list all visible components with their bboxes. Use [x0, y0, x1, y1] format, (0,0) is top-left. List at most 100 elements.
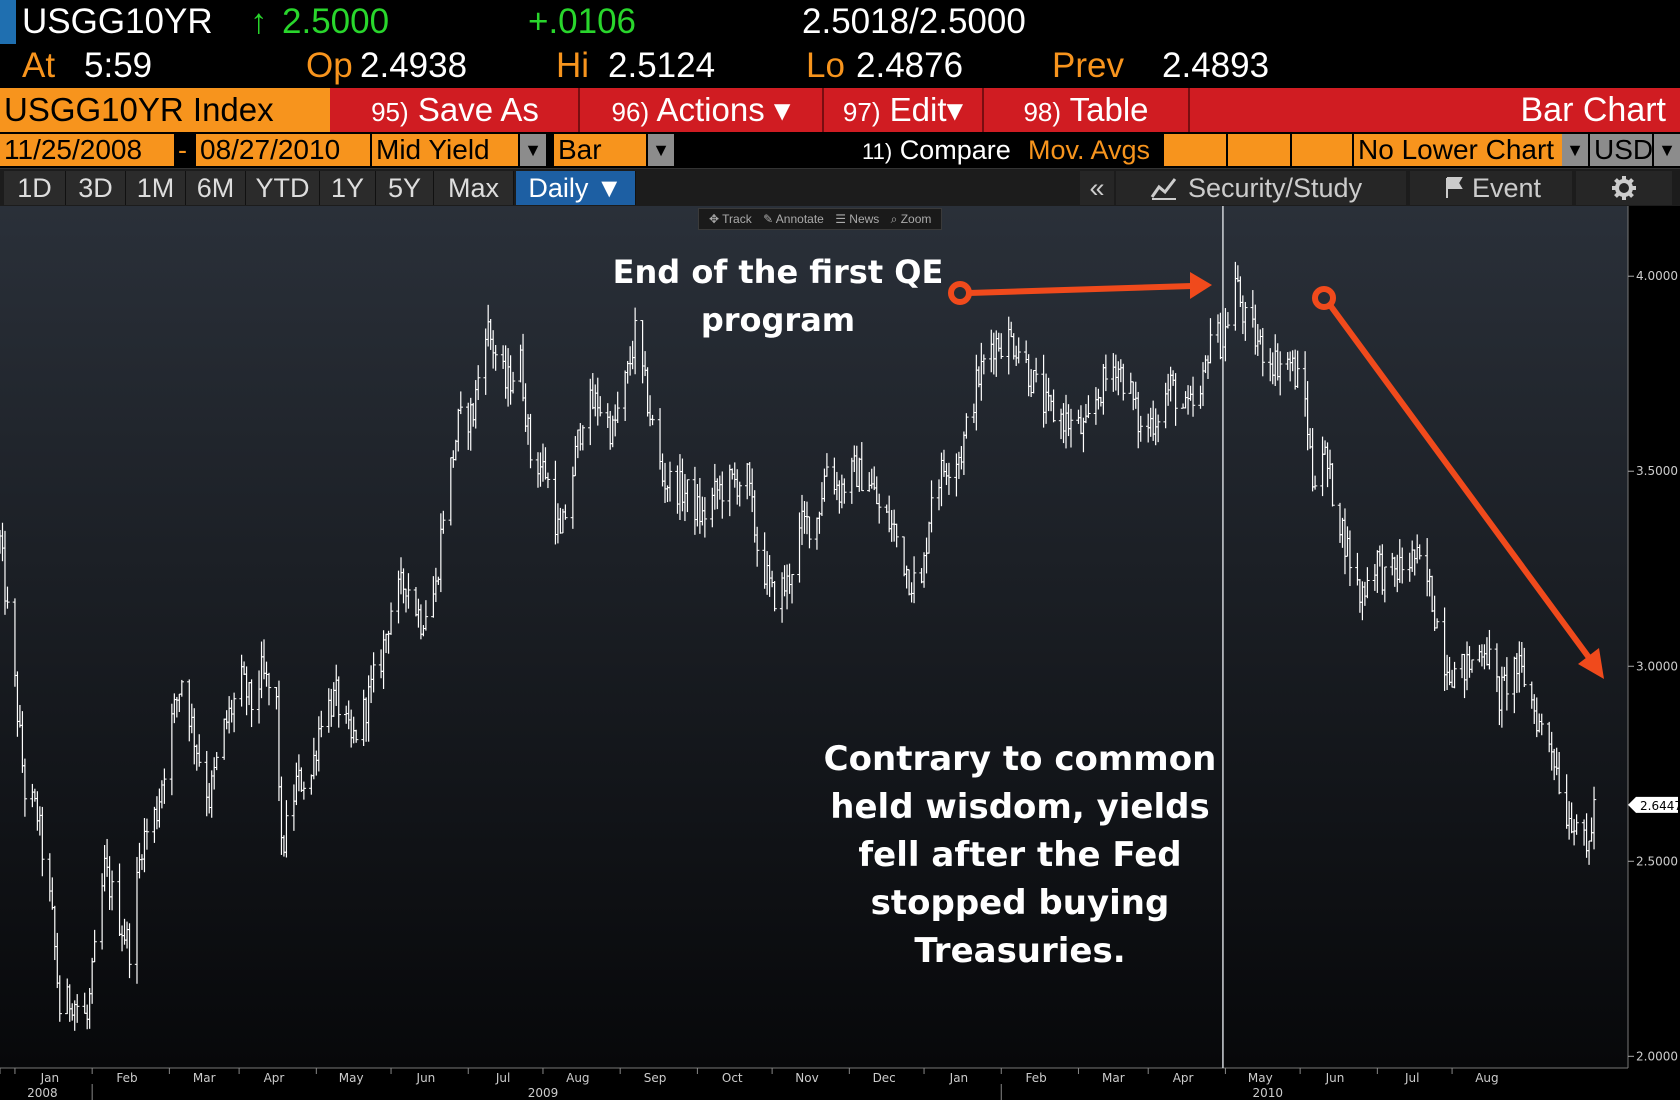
range-1m[interactable]: 1M	[126, 171, 186, 205]
range-1y[interactable]: 1Y	[320, 171, 376, 205]
start-date-field[interactable]: 11/25/2008	[0, 134, 174, 166]
range-6m[interactable]: 6M	[186, 171, 246, 205]
track-tool[interactable]: ✥ Track	[709, 212, 752, 226]
price-bar	[109, 870, 115, 911]
currency-dropdown-icon[interactable]: ▼	[1654, 134, 1680, 166]
x-tick-label: Aug	[566, 1071, 589, 1085]
field-select[interactable]: Mid Yield	[372, 134, 518, 166]
chart-study-icon	[1150, 178, 1177, 200]
prev-value: 2.4893	[1162, 46, 1270, 85]
range-5y[interactable]: 5Y	[376, 171, 434, 205]
price-bar	[789, 574, 795, 604]
open-value: 2.4938	[360, 46, 468, 85]
x-tick-label: May	[339, 1071, 364, 1085]
price-bar	[5, 586, 10, 609]
security-study-button[interactable]: Security/Study	[1116, 171, 1406, 205]
style-dropdown-icon[interactable]: ▼	[648, 134, 674, 166]
flag-icon	[1446, 177, 1463, 198]
price-bar	[22, 758, 28, 817]
price-bar	[650, 414, 655, 426]
actions-num: 96)	[611, 97, 650, 127]
price-bar	[981, 354, 987, 375]
price-bar	[1121, 363, 1126, 401]
x-tick-label: Sep	[644, 1071, 667, 1085]
edit-button[interactable]: 97) Edit▾	[824, 88, 984, 132]
price-bar	[580, 425, 586, 451]
price-bar	[1173, 373, 1178, 426]
chart-params-row: 11/25/2008 - 08/27/2010 Mid Yield ▼ Bar …	[0, 132, 1680, 168]
at-time: 5:59	[84, 46, 153, 85]
save-as-button[interactable]: 95) Save As	[332, 88, 580, 132]
range-max[interactable]: Max	[434, 171, 514, 205]
price-bar	[911, 556, 917, 604]
security-study-label: Security/Study	[1188, 173, 1363, 203]
price-bar	[737, 481, 742, 507]
price-bar	[894, 523, 899, 548]
price-bar	[1400, 547, 1405, 584]
price-bar	[842, 478, 847, 504]
price-bar	[249, 679, 254, 728]
x-tick-label: Jan	[40, 1071, 60, 1085]
param-blank-2[interactable]	[1228, 134, 1290, 166]
currency-select[interactable]: USD	[1590, 134, 1652, 166]
annotate-tool[interactable]: ✎ Annotate	[763, 212, 824, 226]
x-tick-label: Feb	[116, 1071, 137, 1085]
price-bar	[1278, 351, 1283, 396]
lower-chart-dropdown-icon[interactable]: ▼	[1562, 134, 1588, 166]
range-3d[interactable]: 3D	[66, 171, 126, 205]
last-value-tag: 2.6447	[1628, 796, 1680, 813]
range-1d[interactable]: 1D	[4, 171, 66, 205]
yield-bar-chart[interactable]: 2.0000 2.5000 3.0000 3.5000 4.0000 Dec Jan Feb…	[0, 206, 1680, 1100]
settings-button[interactable]	[1576, 171, 1672, 205]
y-axis-panel	[1628, 206, 1680, 1100]
param-blank-3[interactable]	[1292, 134, 1352, 166]
function-header: USGG10YR Index 95) Save As 96) Actions ▾…	[0, 88, 1680, 132]
x-tick-label: Aug	[1475, 1071, 1498, 1085]
event-button[interactable]: Event	[1410, 171, 1572, 205]
price-bar	[1190, 376, 1196, 417]
frequency-dropdown[interactable]: Daily ▼	[516, 171, 636, 205]
date-dash: -	[178, 135, 187, 165]
end-date-field[interactable]: 08/27/2010	[196, 134, 370, 166]
mov-avgs-button[interactable]: Mov. Avgs	[1028, 135, 1151, 165]
compare-button[interactable]: 11) Compare	[862, 134, 1011, 166]
price-bar	[197, 734, 202, 767]
x-tick-label: Apr	[264, 1071, 285, 1085]
zoom-tool[interactable]: ⌕ Zoom	[890, 212, 932, 226]
news-tool[interactable]: ☰ News	[835, 212, 880, 226]
y-tick-label: 3.0000	[1636, 659, 1678, 673]
price-bar	[510, 371, 516, 394]
price-bar	[1312, 475, 1318, 490]
price-bar	[1016, 337, 1021, 364]
range-ytd[interactable]: YTD	[246, 171, 320, 205]
table-button[interactable]: 98) Table	[984, 88, 1190, 132]
x-tick-label: May	[1248, 1071, 1273, 1085]
x-tick-label: Feb	[1025, 1071, 1046, 1085]
lower-chart-select[interactable]: No Lower Chart	[1354, 134, 1562, 166]
edit-label: Edit▾	[889, 91, 964, 128]
save-as-label: Save As	[417, 91, 539, 128]
x-tick-label: Dec	[873, 1071, 896, 1085]
price-bar	[824, 453, 830, 477]
price-bar	[371, 652, 376, 693]
actions-button[interactable]: 96) Actions ▾	[580, 88, 824, 132]
year-label: 2008	[27, 1086, 58, 1100]
edit-num: 97)	[842, 97, 881, 127]
param-blank-1[interactable]	[1164, 134, 1226, 166]
open-label: Op	[306, 46, 353, 85]
price-bar	[40, 806, 45, 877]
compare-num: 11)	[862, 139, 893, 164]
annotation-wisdom-line-3: fell after the Fed	[858, 835, 1181, 875]
security-field[interactable]: USGG10YR Index	[0, 88, 330, 132]
low-value: 2.4876	[856, 46, 964, 85]
price-bar	[266, 672, 272, 706]
x-tick-label: Jul	[1404, 1071, 1419, 1085]
annotation-qe-line-2: program	[701, 301, 855, 339]
x-tick-label: Mar	[193, 1071, 216, 1085]
x-tick-label: Mar	[1102, 1071, 1125, 1085]
field-dropdown-icon[interactable]: ▼	[520, 134, 546, 166]
style-select[interactable]: Bar	[554, 134, 646, 166]
collapse-icon[interactable]: «	[1080, 171, 1114, 205]
x-tick-label: Jan	[949, 1071, 969, 1085]
price-bar	[754, 526, 760, 567]
